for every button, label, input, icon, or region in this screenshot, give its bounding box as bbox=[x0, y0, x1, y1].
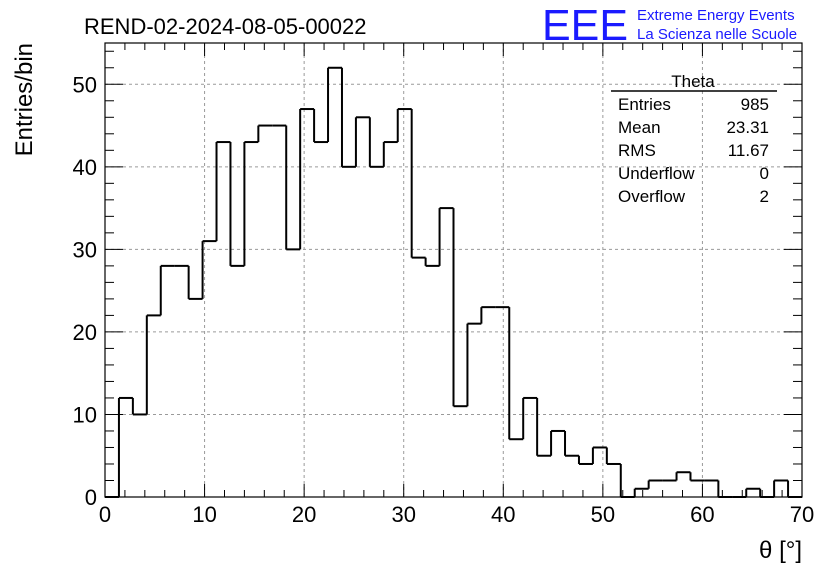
stats-box: Theta Entries 985 Mean 23.31 RMS 11.67 U… bbox=[611, 72, 777, 206]
y-tick-label: 0 bbox=[85, 485, 97, 510]
x-tick-label: 20 bbox=[292, 502, 316, 527]
x-tick-label: 40 bbox=[491, 502, 515, 527]
stats-label-underflow: Underflow bbox=[618, 164, 695, 183]
x-tick-label: 30 bbox=[391, 502, 415, 527]
y-tick-label: 20 bbox=[73, 320, 97, 345]
stats-label-overflow: Overflow bbox=[618, 187, 686, 206]
stats-label-mean: Mean bbox=[618, 118, 661, 137]
y-axis-title: Entries/bin bbox=[11, 43, 38, 156]
x-tick-label: 0 bbox=[99, 502, 111, 527]
y-tick-labels: 0 10 20 30 40 50 bbox=[73, 72, 97, 510]
stats-name: Theta bbox=[671, 72, 715, 91]
y-tick-label: 10 bbox=[73, 402, 97, 427]
stats-value-mean: 23.31 bbox=[726, 118, 769, 137]
y-tick-label: 30 bbox=[73, 237, 97, 262]
plot-frame bbox=[104, 42, 803, 498]
x-tick-label: 50 bbox=[591, 502, 615, 527]
logo-mark: EEE bbox=[542, 1, 628, 50]
stats-label-rms: RMS bbox=[618, 141, 656, 160]
logo-line-1: Extreme Energy Events bbox=[637, 7, 795, 24]
stats-value-overflow: 2 bbox=[760, 187, 769, 206]
chart-title: REND-02-2024-08-05-00022 bbox=[84, 14, 367, 39]
x-axis-title: θ [°] bbox=[759, 537, 802, 564]
x-tick-label: 60 bbox=[690, 502, 714, 527]
logo-line-2: La Scienza nelle Scuole bbox=[637, 26, 797, 43]
axis-ticks bbox=[104, 43, 803, 498]
eee-logo: EEE Extreme Energy Events La Scienza nel… bbox=[542, 1, 797, 50]
stats-value-entries: 985 bbox=[741, 95, 769, 114]
y-tick-label: 40 bbox=[73, 155, 97, 180]
x-tick-labels: 0 10 20 30 40 50 60 70 bbox=[99, 502, 814, 527]
x-tick-label: 70 bbox=[790, 502, 814, 527]
stats-value-underflow: 0 bbox=[760, 164, 769, 183]
x-tick-label: 10 bbox=[192, 502, 216, 527]
stats-label-entries: Entries bbox=[618, 95, 671, 114]
y-tick-label: 50 bbox=[73, 72, 97, 97]
stats-value-rms: 11.67 bbox=[728, 141, 769, 160]
